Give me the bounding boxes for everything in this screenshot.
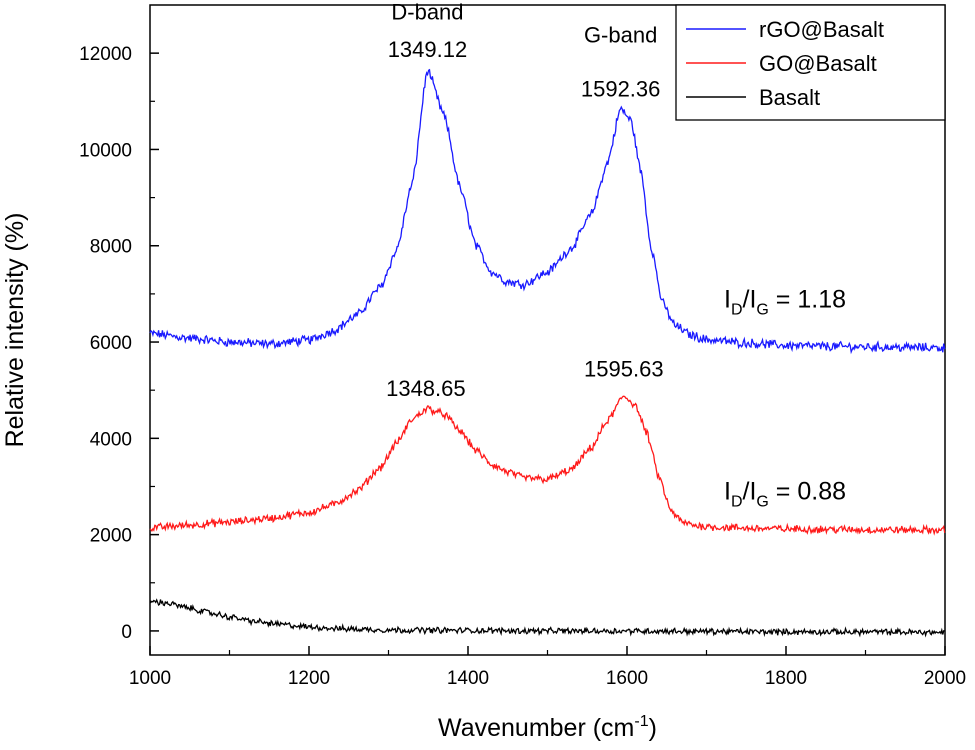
peak-annotation: 1592.36 [581,76,661,101]
y-axis-title: Relative intensity (%) [1,213,29,448]
id-ig-ratio-label: ID/IG = 0.88 [724,477,846,510]
peak-annotations: D-band 1349.12 G-band 1592.36 1348.65 1595.63 [386,0,663,401]
y-tick-label: 12000 [79,44,132,65]
x-tick-label: 1800 [765,668,807,689]
y-tick-label: 10000 [79,140,132,161]
y-axis: 0 2000 4000 6000 8000 10000 12000 [79,44,159,643]
y-tick-label: 6000 [90,333,132,354]
y-tick-label: 2000 [90,526,132,547]
peak-annotation: 1349.12 [388,37,468,62]
series-line-basalt [149,598,945,638]
series-lines [149,68,946,638]
y-tick-label: 0 [121,622,132,643]
legend-label: Basalt [759,85,820,110]
x-axis-title: Wavenumber (cm-1) [438,713,657,742]
x-tick-label: 1200 [288,668,330,689]
peak-annotation: G-band [584,23,657,48]
x-tick-label: 1600 [606,668,648,689]
x-tick-label: 2000 [924,668,966,689]
x-tick-label: 1400 [447,668,489,689]
y-tick-label: 4000 [90,429,132,450]
series-line-rgo-basalt [149,68,946,355]
series-line-go-basalt [149,395,946,536]
x-tick-label: 1000 [129,668,171,689]
peak-annotation: D-band [391,0,463,24]
peak-annotation: 1595.63 [584,357,664,382]
legend-label: rGO@Basalt [759,17,884,42]
x-axis: 1000 1200 1400 1600 1800 2000 [129,646,966,689]
peak-annotation: 1348.65 [386,376,466,401]
y-tick-label: 8000 [90,237,132,258]
legend: rGO@Basalt GO@Basalt Basalt [675,4,946,121]
intensity-ratios: ID/IG = 1.18 ID/IG = 0.88 [724,285,846,510]
id-ig-ratio-label: ID/IG = 1.18 [724,285,846,318]
legend-label: GO@Basalt [759,51,877,76]
